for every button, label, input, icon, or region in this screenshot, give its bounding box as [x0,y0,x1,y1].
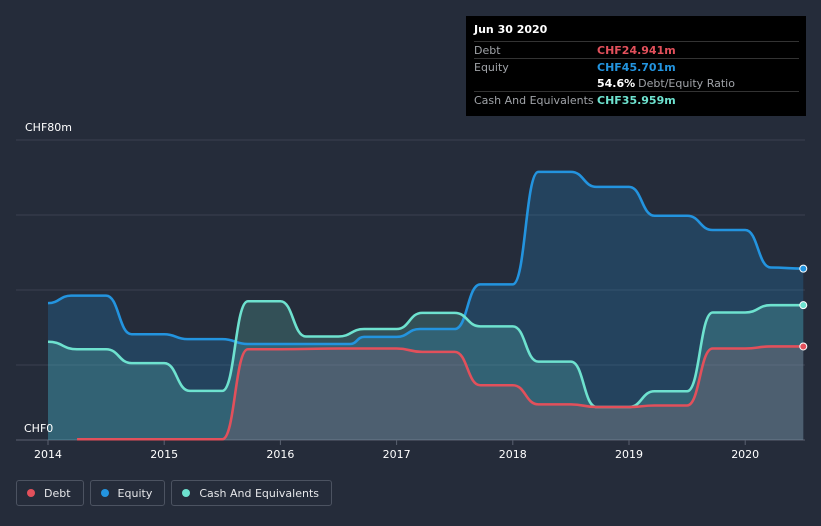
tooltip-row-cash: Cash And Equivalents CHF35.959m [474,91,799,108]
y-axis-bottom-label: CHF0 [24,422,53,435]
debt-area [77,346,804,440]
x-tick-label: 2017 [383,448,411,461]
tooltip-ratio-label: Debt/Equity Ratio [638,76,735,90]
equity-end-marker [799,264,808,273]
series-lines [47,170,804,441]
debt-line [77,345,804,441]
legend-debt-dot-icon [27,489,35,497]
tooltip-equity-label: Equity [474,60,509,74]
legend-item-cash[interactable]: Cash And Equivalents [171,480,332,506]
x-tick-label: 2019 [615,448,643,461]
x-tick-label: 2020 [731,448,759,461]
axis-labels: CHF80m CHF0 2014 2015 2016 2017 2018 2019 2020 [24,121,759,461]
legend-item-equity[interactable]: Equity [89,480,166,506]
tooltip-cash-value: CHF35.959m [597,93,676,107]
tooltip-row-equity: Equity CHF45.701m [474,58,799,75]
tooltip-panel: Jun 30 2020 Debt CHF24.941m Equity CHF45… [466,16,806,116]
debt-end-marker [799,342,808,351]
tooltip-debt-value: CHF24.941m [597,43,676,57]
series-areas [48,171,804,440]
legend-equity-label: Equity [117,486,153,500]
series-end-markers [799,264,808,351]
legend-cash-dot-icon [182,489,191,497]
y-axis-top-label: CHF80m [25,121,72,134]
cash-line [47,299,804,409]
legend-equity-dot-icon [100,489,109,497]
x-tick-label: 2016 [266,448,294,461]
legend-debt-label: Debt [44,486,71,500]
x-tick-label: 2018 [499,448,527,461]
tooltip-row-debt: Debt CHF24.941m [474,41,799,58]
tooltip-ratio-value: 54.6% [597,76,636,90]
equity-line [47,170,804,346]
cash-end-marker [799,301,808,310]
equity-area [48,171,804,440]
chart-legend: Debt Equity Cash And Equivalents [16,480,332,506]
tooltip-date: Jun 30 2020 [474,23,548,36]
x-tick-label: 2014 [34,448,62,461]
x-tick-label: 2015 [150,448,178,461]
legend-cash-label: Cash And Equivalents [199,486,319,500]
tooltip-equity-value: CHF45.701m [597,60,676,74]
tooltip-row-ratio: 54.6% Debt/Equity Ratio [474,75,799,91]
tooltip-debt-label: Debt [474,43,501,57]
legend-item-debt[interactable]: Debt [16,480,84,506]
tooltip-cash-label: Cash And Equivalents [474,93,594,107]
